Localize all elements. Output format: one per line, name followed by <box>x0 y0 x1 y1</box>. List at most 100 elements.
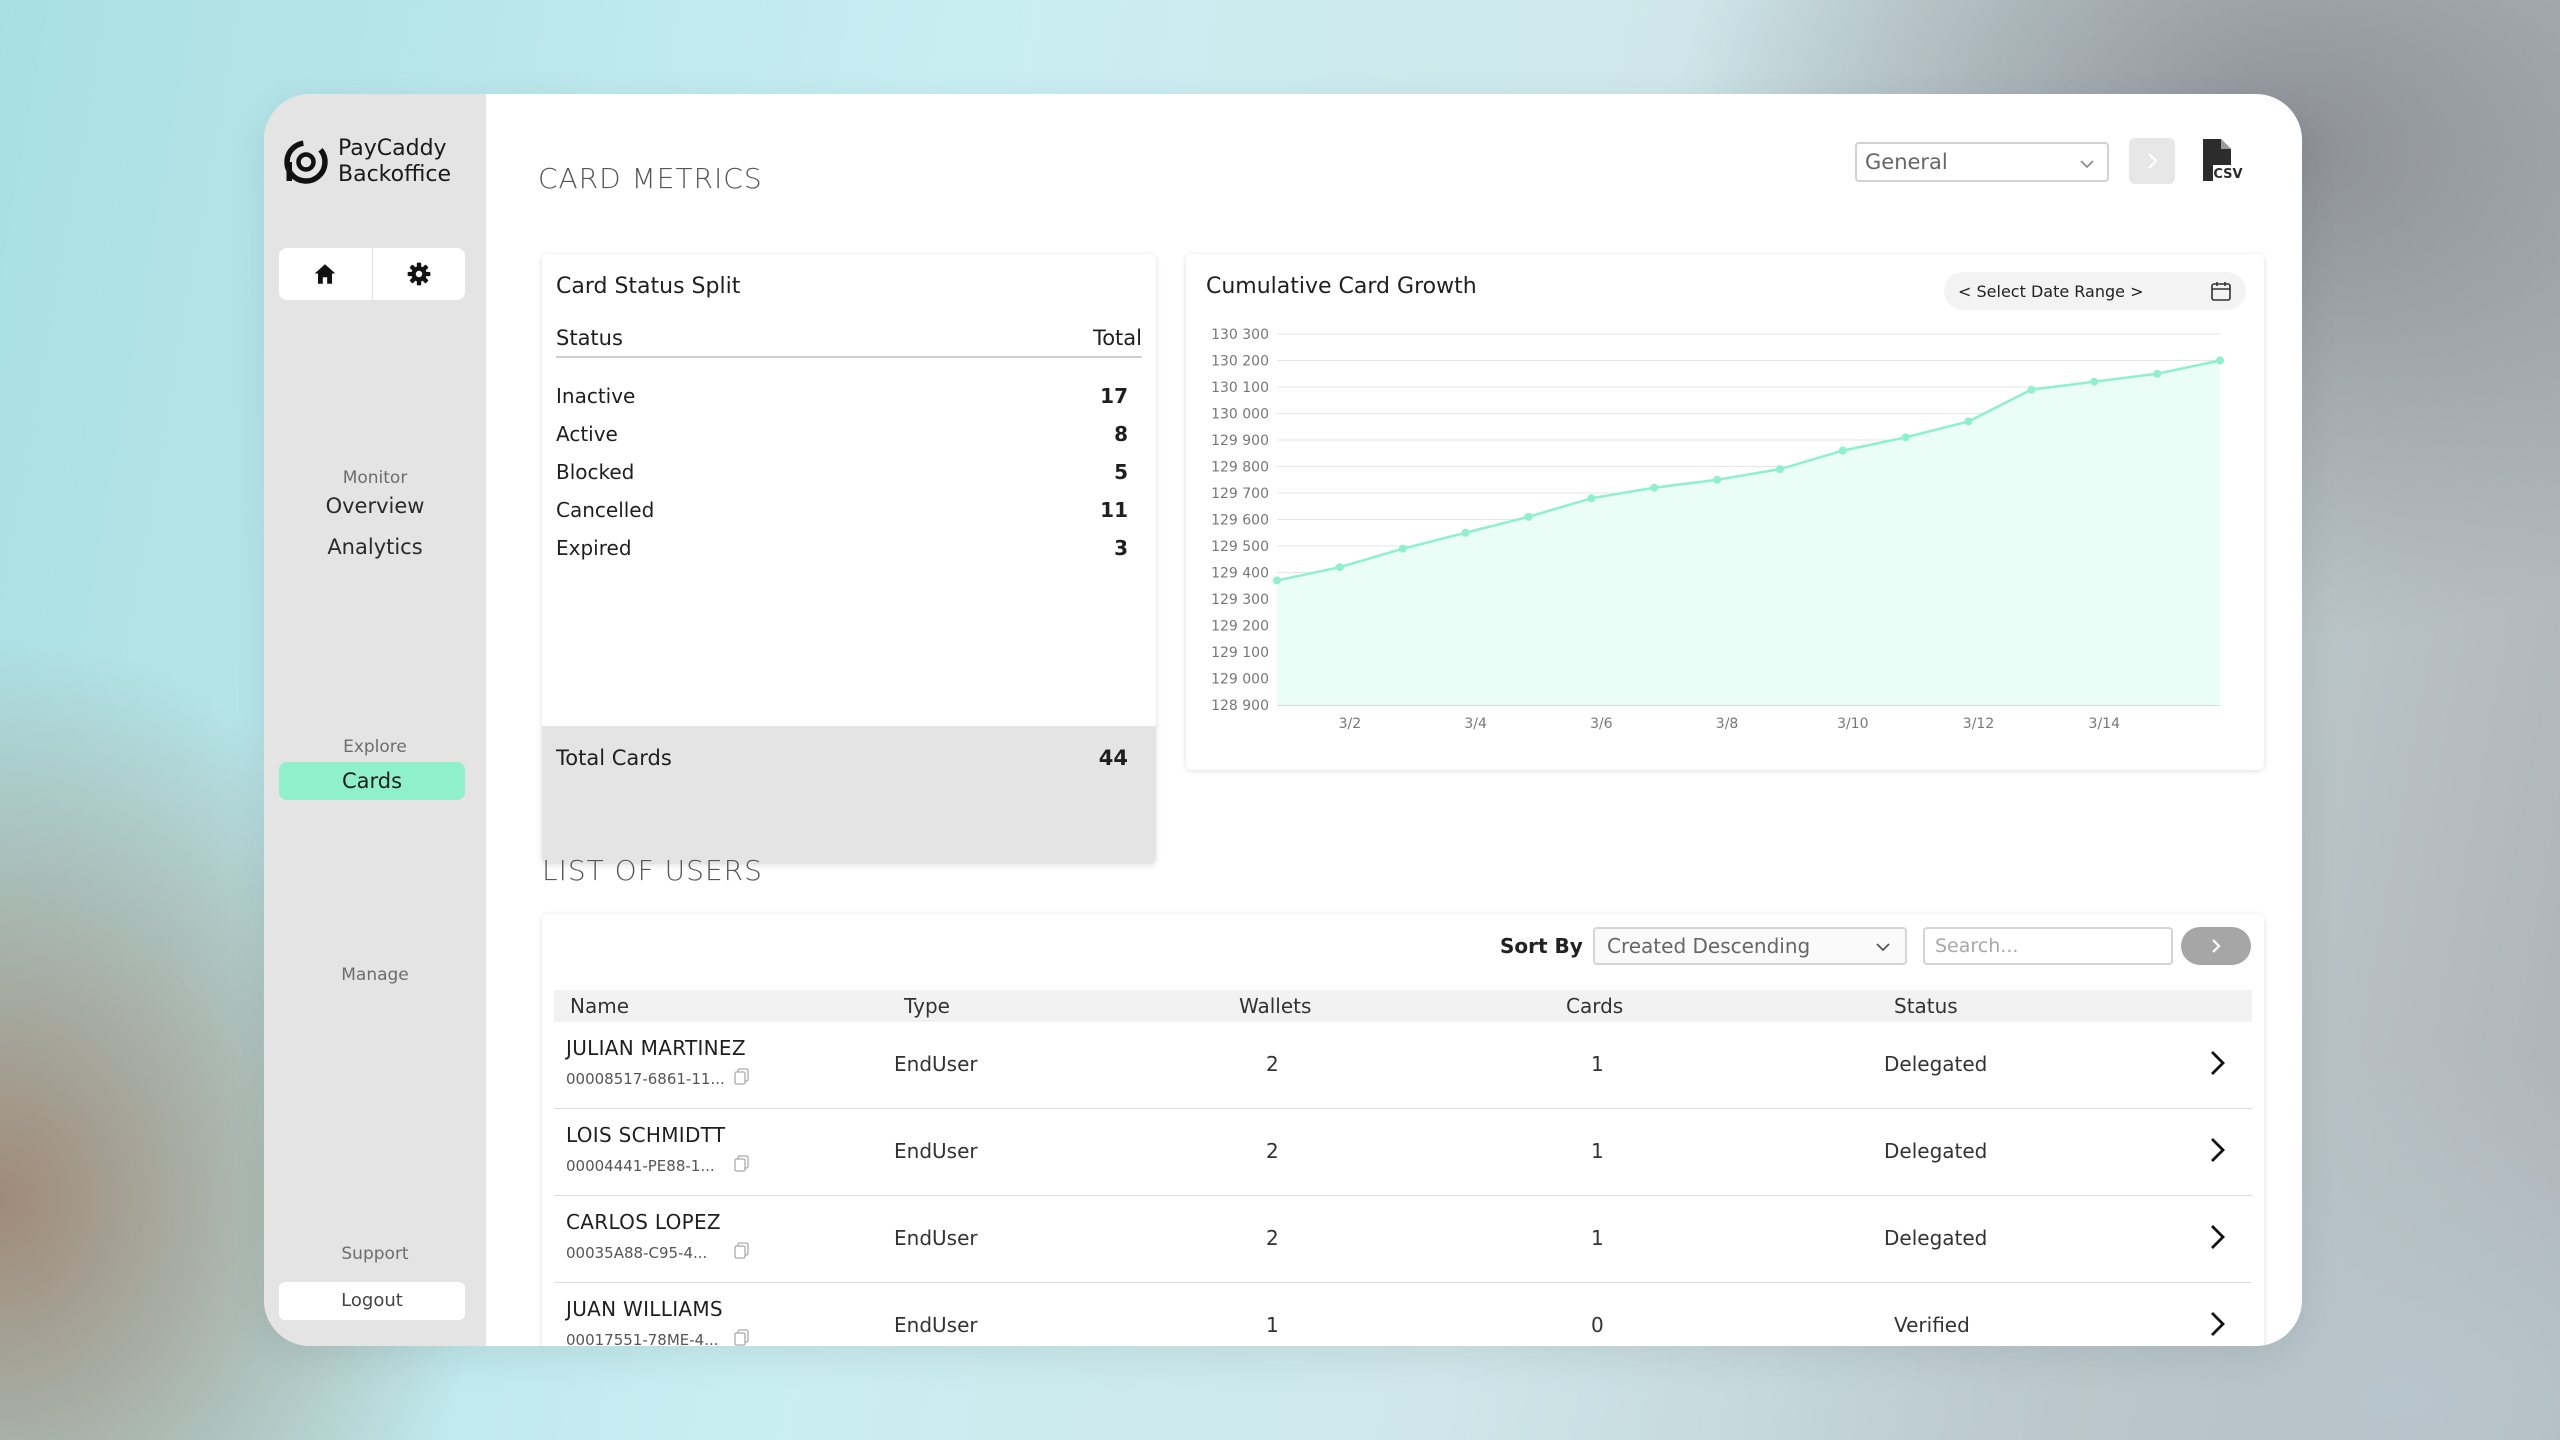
chevron-right-icon[interactable] <box>2202 1309 2232 1339</box>
user-type: EndUser <box>894 1313 978 1337</box>
settings-button[interactable] <box>371 248 466 300</box>
total-cards-bar: Total Cards 44 <box>542 726 1156 864</box>
user-wallets: 1 <box>1266 1313 1279 1337</box>
user-name: CARLOS LOPEZ <box>566 1210 721 1234</box>
sort-select[interactable]: Created Descending <box>1593 927 1907 965</box>
table-row[interactable]: JUAN WILLIAMS 00017551-78ME-4... EndUser… <box>554 1283 2252 1346</box>
table-row[interactable]: JULIAN MARTINEZ 00008517-6861-11... EndU… <box>554 1022 2252 1109</box>
export-csv-button[interactable]: CSV <box>2199 137 2245 187</box>
paycaddy-logo-icon <box>284 140 328 184</box>
user-type: EndUser <box>894 1139 978 1163</box>
total-column-header: Total <box>1092 326 1142 350</box>
home-button[interactable] <box>279 248 372 300</box>
y-tick-label: 129 500 <box>1211 539 1269 555</box>
copy-icon[interactable] <box>734 1329 750 1346</box>
user-wallets: 2 <box>1266 1139 1279 1163</box>
x-tick-label: 3/12 <box>1963 716 1994 732</box>
y-tick-label: 129 300 <box>1211 592 1269 608</box>
card-status-split-card: Card Status Split Status Total Inactive … <box>542 254 1156 864</box>
nav-item-analytics[interactable]: Analytics <box>327 535 423 559</box>
home-icon <box>314 264 336 284</box>
user-name: LOIS SCHMIDTT <box>566 1123 726 1147</box>
y-tick-label: 130 000 <box>1211 407 1269 423</box>
user-status: Delegated <box>1884 1052 1988 1076</box>
growth-chart: 128 900 129 000 129 100 129 200 129 300 129 4… <box>1211 327 2224 732</box>
column-header-wallets: Wallets <box>1239 994 1312 1018</box>
nav-heading-support: Support <box>341 1244 409 1264</box>
y-tick-label: 130 300 <box>1211 327 1269 343</box>
series-line <box>1276 359 2221 582</box>
x-tick-label: 3/8 <box>1716 716 1739 732</box>
status-count: 3 <box>1114 536 1128 560</box>
column-header-type: Type <box>904 994 950 1018</box>
date-range-picker[interactable]: < Select Date Range > <box>1944 272 2246 310</box>
app-window: PayCaddy Backoffice <box>264 94 2302 1346</box>
status-count: 8 <box>1114 422 1128 446</box>
gear-icon <box>407 262 431 286</box>
logout-button[interactable]: Logout <box>279 1282 465 1320</box>
y-tick-label: 129 400 <box>1211 566 1269 582</box>
user-search-input[interactable] <box>1923 927 2173 965</box>
brand-subtitle: Backoffice <box>338 162 451 187</box>
column-header-name: Name <box>570 994 630 1018</box>
status-row: Inactive 17 <box>556 384 1128 414</box>
sort-select-value: Created Descending <box>1607 934 1811 958</box>
copy-icon[interactable] <box>734 1155 750 1173</box>
chevron-right-icon <box>2148 153 2158 169</box>
y-tick-label: 129 900 <box>1211 433 1269 449</box>
data-point <box>1838 446 1847 455</box>
users-table-card: Sort By Created Descending Name Type Wal… <box>542 914 2264 1346</box>
table-row[interactable]: LOIS SCHMIDTT 00004441-PE88-1... EndUser… <box>554 1109 2252 1196</box>
data-point <box>2216 356 2224 365</box>
data-point <box>2027 385 2036 394</box>
table-row[interactable]: CARLOS LOPEZ 00035A88-C95-4... EndUser 2… <box>554 1196 2252 1283</box>
x-tick-label: 3/6 <box>1590 716 1613 732</box>
quick-actions <box>279 248 465 300</box>
brand-name: PayCaddy <box>338 136 447 161</box>
growth-chart-title: Cumulative Card Growth <box>1206 274 1477 299</box>
brand-logo[interactable]: PayCaddy Backoffice <box>282 136 451 188</box>
status-row: Expired 3 <box>556 536 1128 566</box>
data-point <box>1587 494 1596 503</box>
user-cards: 1 <box>1591 1139 1604 1163</box>
status-split-header: Status Total <box>556 324 1142 358</box>
total-cards-value: 44 <box>1098 746 1128 770</box>
status-column-header: Status <box>556 326 623 350</box>
nav-heading-monitor: Monitor <box>342 468 408 488</box>
data-point <box>1775 465 1784 474</box>
data-point <box>2153 369 2162 378</box>
calendar-icon <box>2211 282 2231 301</box>
user-wallets: 2 <box>1266 1052 1279 1076</box>
chevron-right-icon[interactable] <box>2202 1135 2232 1165</box>
copy-icon[interactable] <box>734 1242 750 1260</box>
nav-heading-manage: Manage <box>341 965 409 985</box>
x-tick-label: 3/4 <box>1464 716 1487 732</box>
nav-item-cards[interactable]: Cards <box>279 762 465 800</box>
status-label: Cancelled <box>556 498 655 522</box>
nav-heading-explore: Explore <box>343 737 407 757</box>
user-id: 00004441-PE88-1... <box>566 1157 715 1175</box>
main-content: CARD METRICS General CSV <box>486 94 2302 1346</box>
status-label: Inactive <box>556 384 636 408</box>
chevron-right-icon[interactable] <box>2202 1048 2232 1078</box>
nav-item-overview[interactable]: Overview <box>325 494 425 518</box>
status-row: Active 8 <box>556 422 1128 452</box>
user-id: 00008517-6861-11... <box>566 1070 725 1088</box>
data-point <box>1461 528 1470 537</box>
user-cards: 0 <box>1591 1313 1604 1337</box>
user-id: 00017551-78ME-4... <box>566 1331 719 1346</box>
data-point <box>1650 483 1659 492</box>
user-cards: 1 <box>1591 1226 1604 1250</box>
metrics-filter-select[interactable]: General <box>1855 142 2109 182</box>
status-label: Active <box>556 422 618 446</box>
y-tick-label: 130 100 <box>1211 380 1269 396</box>
user-wallets: 2 <box>1266 1226 1279 1250</box>
chevron-right-icon[interactable] <box>2202 1222 2232 1252</box>
search-submit-button[interactable] <box>2181 927 2251 965</box>
user-status: Verified <box>1894 1313 1970 1337</box>
copy-icon[interactable] <box>734 1068 750 1086</box>
apply-filter-button[interactable] <box>2129 138 2175 184</box>
user-status: Delegated <box>1884 1226 1988 1250</box>
data-point <box>2090 377 2099 386</box>
users-table-header: Name Type Wallets Cards Status <box>554 990 2252 1022</box>
